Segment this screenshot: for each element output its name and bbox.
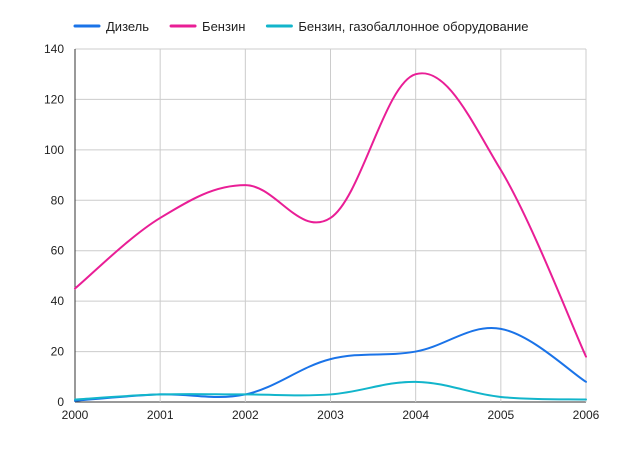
series-lines — [74, 72, 587, 402]
grid — [74, 48, 587, 403]
y-tick-label: 40 — [51, 294, 65, 308]
series-line-3 — [74, 380, 587, 401]
y-tick-label: 120 — [44, 92, 64, 106]
y-tick-label: 140 — [44, 42, 64, 56]
y-tick-label: 60 — [51, 244, 65, 258]
legend-item-1: Дизель — [73, 19, 149, 34]
series-line-2 — [74, 72, 587, 358]
y-tick-label: 80 — [51, 193, 65, 207]
legend-item-3: Бензин, газобаллонное оборудование — [265, 19, 528, 34]
legend-label: Дизель — [106, 19, 149, 34]
x-tick-label: 2000 — [62, 408, 89, 422]
legend-label: Бензин, газобаллонное оборудование — [298, 19, 528, 34]
y-tick-label: 0 — [57, 395, 64, 409]
y-tick-label: 100 — [44, 143, 64, 157]
x-tick-label: 2001 — [147, 408, 174, 422]
legend-label: Бензин — [202, 19, 245, 34]
x-tick-label: 2002 — [232, 408, 259, 422]
x-axis: 2000 2001 2002 2003 2004 2005 2006 — [62, 408, 600, 422]
x-tick-label: 2005 — [487, 408, 514, 422]
y-axis: 0 20 40 60 80 100 120 140 — [44, 42, 64, 409]
legend: Дизель Бензин Бензин, газобаллонное оборуд… — [73, 19, 528, 34]
x-tick-label: 2004 — [402, 408, 429, 422]
y-tick-label: 20 — [51, 345, 65, 359]
legend-item-2: Бензин — [169, 19, 245, 34]
x-tick-label: 2006 — [573, 408, 600, 422]
x-tick-label: 2003 — [317, 408, 344, 422]
